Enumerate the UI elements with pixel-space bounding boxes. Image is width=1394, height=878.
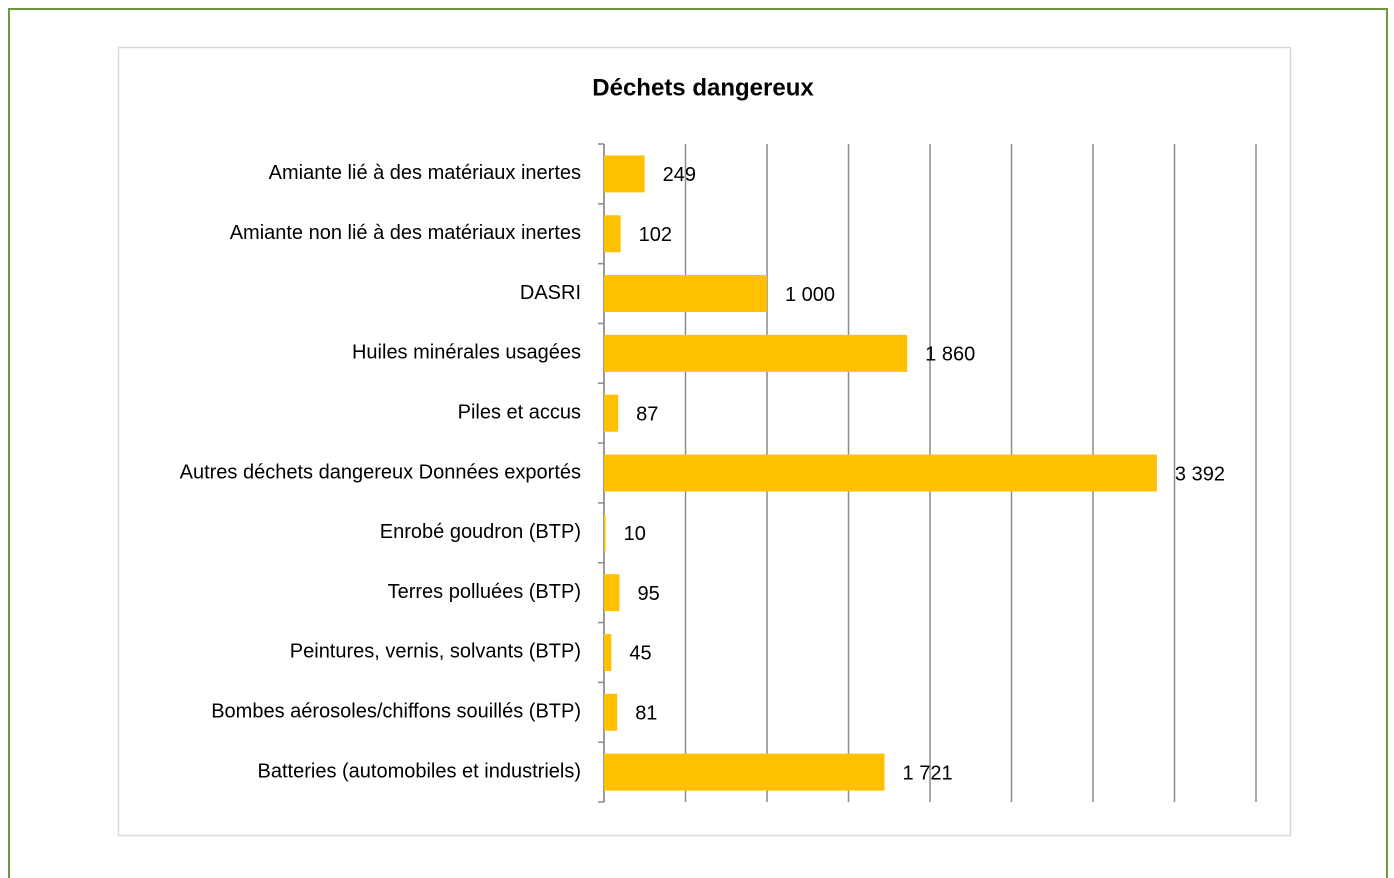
y-tick-label: Huiles minérales usagées — [352, 342, 581, 364]
y-tick-label: Batteries (automobiles et industriels) — [258, 760, 581, 782]
data-label: 3 392 — [1175, 463, 1225, 485]
y-tick-label: Enrobé goudron (BTP) — [380, 521, 581, 543]
data-label: 1 860 — [925, 344, 975, 366]
y-tick-label: Peintures, vernis, solvants (BTP) — [290, 641, 581, 663]
data-label: 87 — [636, 403, 658, 425]
y-tick-label: DASRI — [520, 282, 581, 304]
y-tick-label: Terres polluées (BTP) — [388, 581, 581, 603]
bar — [604, 215, 621, 253]
bar — [604, 275, 767, 313]
y-tick-label: Amiante lié à des matériaux inertes — [269, 162, 581, 184]
y-tick-label: Bombes aérosoles/chiffons souillés (BTP) — [211, 701, 581, 723]
data-label: 45 — [629, 643, 651, 665]
bar — [604, 633, 612, 671]
y-tick-label: Amiante non lié à des matériaux inertes — [230, 222, 581, 244]
bar — [604, 394, 619, 432]
bar — [604, 693, 618, 731]
page-frame — [8, 8, 1388, 878]
chart-area — [117, 46, 1292, 837]
bar — [604, 574, 620, 612]
y-tick-label: Autres déchets dangereux Données exporté… — [180, 461, 581, 483]
data-label: 102 — [639, 224, 672, 246]
chart-title: Déchets dangereux — [592, 74, 814, 101]
data-label: 1 721 — [903, 762, 953, 784]
bar — [604, 753, 885, 791]
y-tick-label: Piles et accus — [458, 401, 581, 423]
bar — [604, 334, 908, 372]
data-label: 1 000 — [785, 284, 835, 306]
data-label: 10 — [624, 523, 646, 545]
data-label: 81 — [635, 703, 657, 725]
bar — [604, 454, 1157, 492]
data-label: 249 — [663, 164, 696, 186]
data-label: 95 — [637, 583, 659, 605]
bar — [604, 155, 645, 193]
bar — [604, 514, 606, 552]
